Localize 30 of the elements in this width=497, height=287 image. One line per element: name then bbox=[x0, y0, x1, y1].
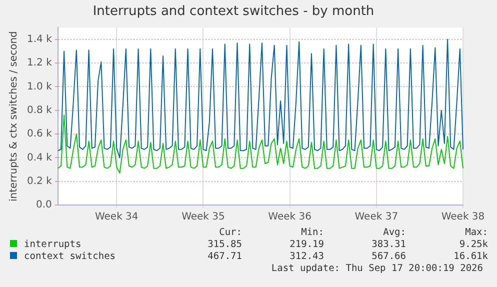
x-tick-label: Week 34 bbox=[94, 212, 138, 223]
y-axis-title: interrupts & ctx switches / second bbox=[8, 31, 20, 202]
text: Avg: bbox=[382, 226, 406, 238]
y-tick-label: 1.4 k bbox=[27, 34, 52, 46]
y-tick-label: 0.0 bbox=[36, 200, 52, 211]
text: 16.61k bbox=[452, 250, 488, 262]
y-tick-label: 1.0 k bbox=[27, 81, 52, 92]
text: Max: bbox=[464, 226, 488, 238]
text: 315.85 bbox=[206, 238, 242, 250]
chart-title: Interrupts and context switches - by month bbox=[92, 4, 374, 20]
text: Last update: Thu Sep 17 20:00:19 2026 bbox=[271, 263, 483, 274]
x-tick-label: Week 35 bbox=[182, 212, 225, 223]
text: 9.25k bbox=[458, 238, 488, 250]
text: 567.66 bbox=[370, 250, 406, 262]
text: 312.43 bbox=[288, 250, 324, 262]
x-tick-label: Week 38 bbox=[441, 212, 485, 223]
legend-label: context switches bbox=[23, 250, 117, 262]
text: 383.31 bbox=[370, 238, 406, 250]
y-tick-label: 0.4 k bbox=[27, 152, 52, 164]
y-tick-label: 1.2 k bbox=[27, 58, 52, 69]
legend-label: interrupts bbox=[23, 238, 82, 250]
text: Min: bbox=[300, 226, 324, 238]
y-tick-label: 0.6 k bbox=[27, 128, 52, 140]
y-tick-label: 0.8 k bbox=[27, 104, 52, 116]
x-tick-label: Week 36 bbox=[268, 212, 312, 223]
y-tick-label: 0.2 k bbox=[27, 176, 52, 187]
text: 219.19 bbox=[288, 238, 324, 250]
text: 467.71 bbox=[206, 250, 242, 262]
x-tick-label: Week 37 bbox=[354, 212, 398, 223]
text: Cur: bbox=[218, 226, 242, 238]
